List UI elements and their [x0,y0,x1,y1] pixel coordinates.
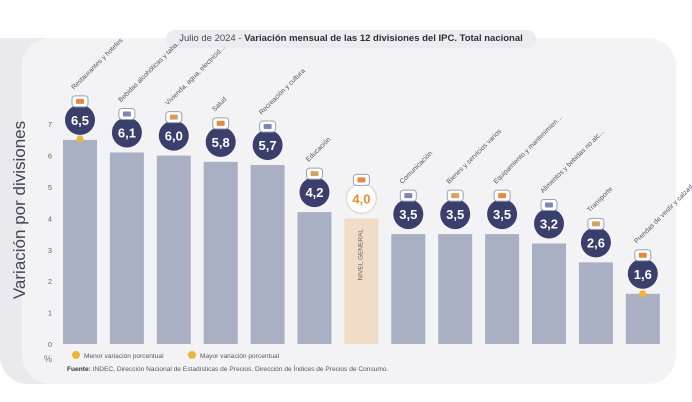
bar [485,234,520,344]
data-label: 4,0 [352,191,370,206]
data-label: 3,5 [493,207,511,222]
category-label: Educación [305,136,333,164]
y-tick-label: 0 [48,340,52,349]
value-badge [111,117,142,148]
category-label: NIVEL GENERAL [357,229,364,281]
data-label: 2,6 [587,235,605,250]
bar [297,212,332,344]
data-label: 5,8 [212,135,230,150]
bus-icon-detail [591,221,600,227]
data-label: 3,2 [540,217,558,232]
data-label: 1,6 [634,267,652,282]
data-label: 3,5 [446,207,464,222]
bar [156,155,191,344]
value-badge [440,199,471,230]
bar [63,139,97,344]
chart-title: Julio de 2024 - Variación mensual de las… [166,30,536,48]
book-icon-detail [310,171,319,177]
pot-icon-detail [498,193,507,199]
value-badge [65,104,95,135]
value-badge [205,126,236,157]
value-badge [627,258,658,289]
bar [203,161,238,344]
value-badge [393,199,424,230]
legend-min: Menor variación porcentual [72,351,164,360]
source-note: Fuente: INDEC, Dirección Nacional de Est… [67,366,388,373]
value-badge [534,208,564,239]
value-badge [158,120,189,151]
data-label: 5,7 [259,138,277,153]
category-label: Comunicación [399,150,435,186]
utensils-icon-detail [76,98,84,104]
category-label: Salud [211,96,228,113]
y-tick-label: 1 [48,309,52,318]
bar [250,165,285,344]
bar [109,152,144,344]
data-label: 6,1 [118,125,136,140]
bar [625,293,660,344]
bar [578,262,613,344]
smartphone-icon-detail [404,193,413,199]
sun-umbrella-icon-detail [263,124,272,130]
y-tick-label: 7 [48,120,52,129]
y-tick-label: 3 [48,246,52,255]
grocery-icon-detail [545,202,553,208]
y-unit: % [44,354,53,364]
tshirt-icon-detail [638,252,647,258]
legend-min-label: Menor variación porcentual [84,353,164,360]
min-marker [639,290,647,298]
source-text: INDEC, Dirección Nacional de Estadística… [92,366,389,373]
bar [532,243,566,344]
bar [391,234,426,344]
bar [438,234,473,344]
data-label: 3,5 [399,207,417,222]
y-tick-label: 5 [48,183,52,192]
category-label: Alimentos y bebidas no alc… [539,128,606,195]
y-tick-label: 4 [48,214,52,223]
legend-max: Mayor variación porcentual [188,351,279,360]
category-label: Transporte [586,186,614,214]
wine-glass-icon-detail [122,111,131,117]
title-date: Julio de 2024 [179,33,236,44]
source-label: Fuente: [67,366,91,373]
y-tick-label: 6 [48,152,52,161]
category-label: Restaurantes y hoteles [70,37,125,92]
data-label: 4,2 [305,185,323,200]
shopping-bag-icon-detail [357,177,366,183]
data-label: 6,0 [165,129,183,144]
value-badge [580,227,611,258]
lightbulb-icon-detail [169,114,178,120]
title-text: Variación mensual de las 12 divisiones d… [244,33,523,44]
data-label: 6,5 [71,113,89,128]
category-label: Vivienda, agua, electricid… [164,44,227,107]
value-badge [299,177,330,208]
value-badge [487,199,518,230]
legend-max-dot [188,351,196,359]
max-marker [76,135,84,143]
first-aid-kit-icon-detail [216,120,225,126]
category-label: Prendas de vestir y calzad… [633,179,692,245]
value-badge [252,130,283,161]
legend-max-label: Mayor variación porcentual [200,353,280,360]
y-tick-label: 2 [48,277,52,286]
bar [344,218,379,344]
legend-min-dot [72,351,80,359]
barber-tools-icon-detail [451,193,460,199]
category-label: Recreación y cultura [258,68,307,117]
